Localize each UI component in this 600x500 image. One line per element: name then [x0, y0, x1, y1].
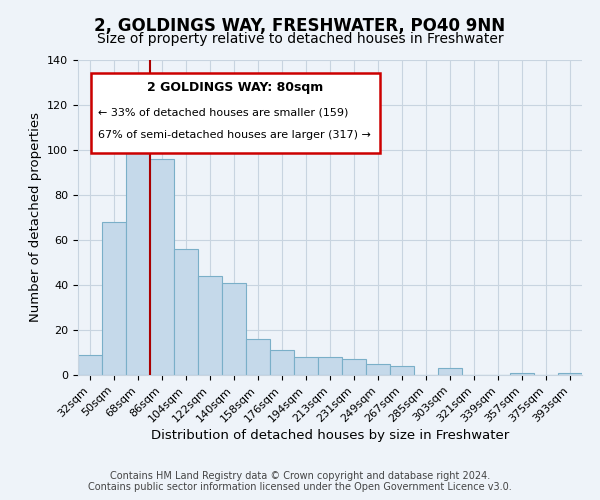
Bar [102, 222, 126, 375]
FancyBboxPatch shape [91, 72, 380, 153]
Text: ← 33% of detached houses are smaller (159): ← 33% of detached houses are smaller (15… [98, 108, 349, 118]
Bar [78, 355, 102, 375]
Bar [246, 339, 270, 375]
Y-axis label: Number of detached properties: Number of detached properties [29, 112, 41, 322]
X-axis label: Distribution of detached houses by size in Freshwater: Distribution of detached houses by size … [151, 430, 509, 442]
Bar [366, 364, 390, 375]
Bar [294, 357, 318, 375]
Bar [270, 350, 294, 375]
Bar [126, 123, 150, 375]
Text: Size of property relative to detached houses in Freshwater: Size of property relative to detached ho… [97, 32, 503, 46]
Bar [318, 357, 342, 375]
Text: Contains HM Land Registry data © Crown copyright and database right 2024.
Contai: Contains HM Land Registry data © Crown c… [88, 471, 512, 492]
Bar [198, 276, 222, 375]
Text: 2 GOLDINGS WAY: 80sqm: 2 GOLDINGS WAY: 80sqm [148, 80, 323, 94]
Bar [342, 359, 366, 375]
Text: 2, GOLDINGS WAY, FRESHWATER, PO40 9NN: 2, GOLDINGS WAY, FRESHWATER, PO40 9NN [94, 18, 506, 36]
Text: 67% of semi-detached houses are larger (317) →: 67% of semi-detached houses are larger (… [98, 130, 371, 140]
Bar [390, 366, 414, 375]
Bar [174, 249, 198, 375]
Bar [150, 159, 174, 375]
Bar [222, 283, 246, 375]
Bar [438, 368, 462, 375]
Bar [558, 373, 582, 375]
Bar [510, 373, 534, 375]
